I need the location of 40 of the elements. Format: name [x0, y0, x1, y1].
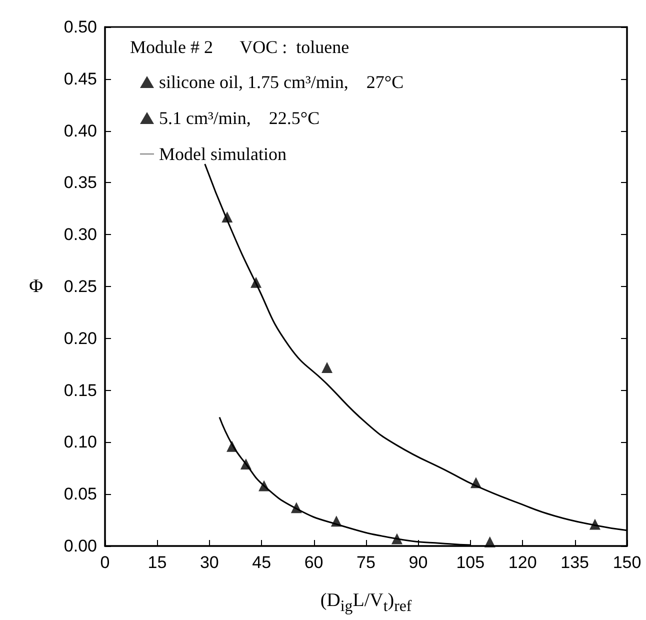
point: [222, 211, 233, 222]
x-tick-label: 0: [100, 553, 110, 572]
y-tick-label: 0.50: [64, 18, 97, 36]
point: [322, 362, 333, 373]
x-tick-label: 105: [456, 553, 485, 572]
y-tick-label: 0.30: [64, 225, 97, 244]
point: [470, 477, 482, 488]
point: [391, 533, 402, 544]
point: [290, 502, 302, 514]
x-tick-label: 120: [508, 553, 537, 572]
y-tick-label: 0.35: [64, 173, 97, 192]
y-tick-label: 0.45: [64, 69, 97, 88]
x-tick-label: 15: [148, 553, 167, 572]
y-axis-title: Φ: [29, 276, 44, 297]
x-axis-title: (D$_{ig}$L/V$_{t}$)$_{ref}$: [319, 590, 413, 616]
point: [589, 518, 600, 530]
annotation: Module # 2 VOC : toluene: [130, 37, 350, 57]
point: [226, 440, 238, 452]
legend-label: Model simulation: [159, 144, 286, 164]
y-tick-label: 0.10: [64, 432, 97, 452]
x-tick-label: 75: [356, 553, 376, 572]
y-tick-label: 0.05: [64, 484, 97, 504]
legend-label: silicone oil, 1.75 cm³/min, 27°C: [159, 72, 404, 92]
y-tick-label: 0.40: [64, 121, 97, 140]
legend-label: 5.1 cm³/min, 22.5°C: [159, 108, 320, 128]
point: [330, 516, 342, 527]
point: [258, 480, 270, 492]
y-tick-label: 0.00: [64, 536, 97, 556]
point: [484, 536, 496, 548]
y-tick-label: 0.15: [64, 380, 97, 400]
x-tick-label: 30: [200, 553, 219, 572]
y-tick-label: 0.20: [64, 328, 97, 348]
point: [250, 276, 262, 288]
point: [240, 458, 252, 470]
x-tick-label: 135: [560, 553, 589, 572]
x-tick-label: 90: [408, 553, 428, 572]
y-tick-label: 0.25: [64, 277, 97, 296]
x-tick-label: 45: [252, 553, 272, 572]
x-tick-label: 60: [304, 553, 324, 572]
x-tick-label: 150: [612, 553, 642, 572]
